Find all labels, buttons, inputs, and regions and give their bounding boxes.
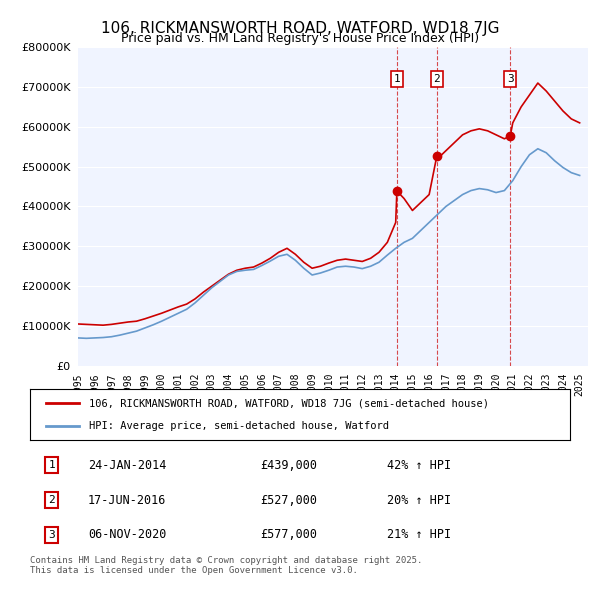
Text: Contains HM Land Registry data © Crown copyright and database right 2025.
This d: Contains HM Land Registry data © Crown c… — [30, 556, 422, 575]
Text: 17-JUN-2016: 17-JUN-2016 — [88, 493, 166, 507]
Text: 3: 3 — [48, 530, 55, 540]
Text: 06-NOV-2020: 06-NOV-2020 — [88, 529, 166, 542]
Text: 106, RICKMANSWORTH ROAD, WATFORD, WD18 7JG (semi-detached house): 106, RICKMANSWORTH ROAD, WATFORD, WD18 7… — [89, 398, 490, 408]
Text: 24-JAN-2014: 24-JAN-2014 — [88, 458, 166, 471]
Text: 20% ↑ HPI: 20% ↑ HPI — [387, 493, 451, 507]
Text: 106, RICKMANSWORTH ROAD, WATFORD, WD18 7JG: 106, RICKMANSWORTH ROAD, WATFORD, WD18 7… — [101, 21, 499, 35]
Text: 42% ↑ HPI: 42% ↑ HPI — [387, 458, 451, 471]
Text: 3: 3 — [507, 74, 514, 84]
Text: Price paid vs. HM Land Registry's House Price Index (HPI): Price paid vs. HM Land Registry's House … — [121, 32, 479, 45]
Text: £439,000: £439,000 — [260, 458, 318, 471]
Text: £527,000: £527,000 — [260, 493, 318, 507]
Text: 1: 1 — [394, 74, 400, 84]
Text: 1: 1 — [48, 460, 55, 470]
Text: 2: 2 — [433, 74, 440, 84]
Text: HPI: Average price, semi-detached house, Watford: HPI: Average price, semi-detached house,… — [89, 421, 389, 431]
Text: £577,000: £577,000 — [260, 529, 318, 542]
Text: 2: 2 — [48, 495, 55, 505]
Text: 21% ↑ HPI: 21% ↑ HPI — [387, 529, 451, 542]
